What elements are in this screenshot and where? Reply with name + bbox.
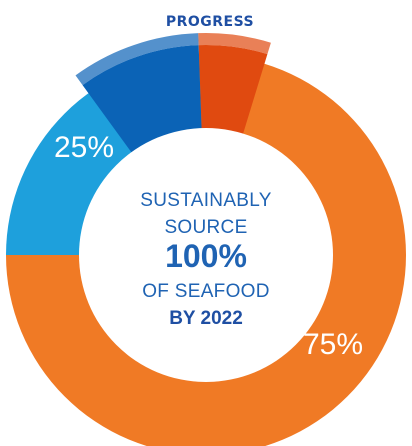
slice-label-75: 75%: [303, 328, 363, 361]
slice-label-25: 25%: [54, 131, 114, 164]
center-line-4: OF SEAFOOD: [142, 281, 270, 302]
donut-hole: [79, 128, 333, 382]
center-line-2: SOURCE: [164, 217, 247, 238]
center-line-5: BY 2022: [169, 308, 243, 329]
donut-slice-75: [6, 55, 406, 446]
chart-title: PROGRESS: [166, 14, 254, 30]
highlight-segment-rim-2: [198, 33, 271, 55]
center-line-3: 100%: [165, 238, 247, 274]
highlight-segment-rim-1: [75, 33, 199, 86]
center-line-1: SUSTAINABLY: [140, 190, 271, 211]
